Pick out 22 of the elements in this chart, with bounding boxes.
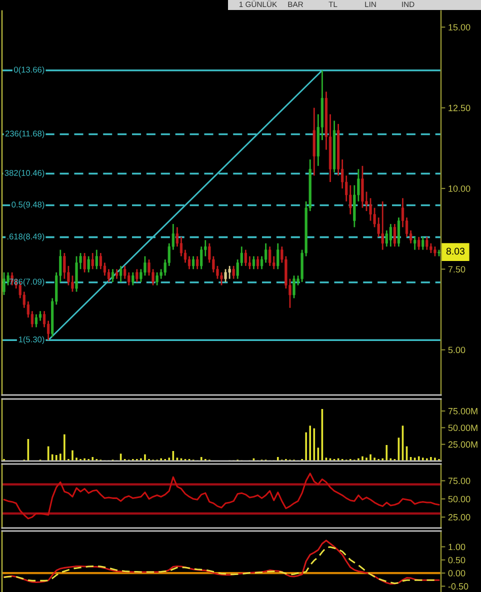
y-tick-label: 5.00 [448, 346, 466, 354]
y-tick-label: 1.00 [448, 544, 466, 550]
y-tick-label: 25.00 [448, 514, 470, 520]
y-tick-label: -0.50 [448, 583, 468, 590]
y-tick-label: 7.50 [448, 266, 466, 273]
y-tick-label: 25.00M [448, 441, 478, 448]
y-tick-label: 15.00 [448, 24, 470, 30]
ref-line-label: .618(8.49) [7, 233, 44, 242]
y-tick-label: 0.50 [448, 556, 466, 564]
y-tick-label: 50.00M [448, 424, 478, 432]
y-tick-label: 12.50 [448, 104, 470, 112]
annotation: 8.03 [446, 248, 464, 255]
y-tick-label: 75.00M [448, 408, 478, 414]
ref-line-label: 0.5(9.48) [12, 201, 44, 210]
y-tick-label: 10.00 [448, 185, 470, 192]
y-tick-label: 0.00 [448, 570, 466, 576]
y-tick-label: 50.00 [448, 496, 470, 502]
ref-line-label: 0(13.66) [14, 66, 44, 74]
y-tick-label: 75.00 [448, 478, 470, 484]
ref-line-label: 236(11.68) [5, 130, 44, 138]
ref-line-label: 1(5.30) [18, 336, 44, 344]
ref-line-label: 382(10.46) [4, 170, 44, 178]
